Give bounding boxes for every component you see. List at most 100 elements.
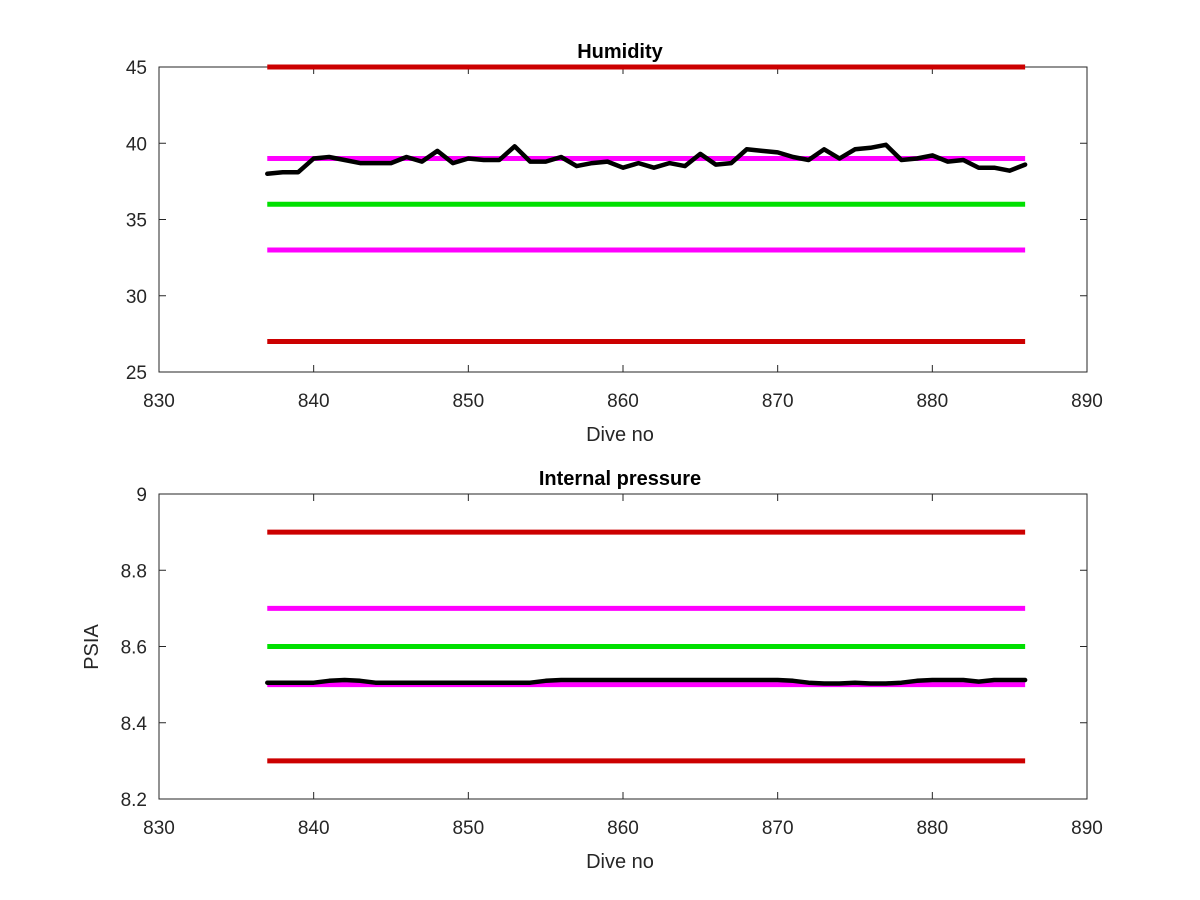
data-point: [420, 681, 424, 685]
data-point: [683, 678, 687, 682]
series-line: [265, 677, 1028, 686]
data-point: [1008, 169, 1012, 173]
data-point: [992, 678, 996, 682]
data-point: [977, 166, 981, 170]
y-axis-label: PSIA: [81, 624, 103, 670]
x-tick-label: 890: [1071, 818, 1103, 839]
data-point: [714, 163, 718, 167]
data-point: [760, 678, 764, 682]
data-point: [281, 681, 285, 685]
data-point: [1008, 678, 1012, 682]
data-point: [513, 144, 517, 148]
data-point: [652, 678, 656, 682]
y-tick-label: 8.4: [121, 714, 148, 735]
series-line: [265, 142, 1028, 177]
data-point: [358, 679, 362, 683]
y-tick-label: 25: [126, 363, 147, 384]
y-tick-label: 30: [126, 287, 147, 308]
data-point: [327, 155, 331, 159]
data-point: [451, 161, 455, 165]
plot-area: 830 840 850 860 870 880 890 8.2 8.4 8.6 8.8 9: [121, 485, 1103, 839]
data-point: [389, 161, 393, 165]
data-point: [776, 150, 780, 154]
data-point: [1023, 678, 1027, 682]
data-point: [559, 155, 563, 159]
data-point: [605, 159, 610, 164]
y-tick-label: 8.8: [121, 561, 147, 582]
data-point: [992, 166, 996, 170]
data-point: [760, 149, 764, 153]
y-tick-label: 35: [126, 211, 147, 232]
data-point: [621, 678, 625, 682]
data-point: [853, 681, 857, 685]
data-point: [729, 161, 733, 165]
data-point: [296, 681, 300, 685]
data-point: [404, 681, 409, 685]
data-point: [776, 678, 780, 682]
x-axis-label: Dive no: [586, 851, 654, 873]
data-point: [977, 679, 981, 684]
y-tick-label: 8.2: [121, 790, 147, 811]
data-point: [745, 678, 749, 682]
x-tick-label: 840: [298, 391, 330, 412]
x-tick-label: 880: [916, 391, 948, 412]
data-point: [745, 147, 749, 151]
data-point: [482, 681, 486, 685]
data-point: [698, 678, 702, 682]
data-point: [265, 681, 269, 685]
data-point: [621, 166, 625, 170]
data-point: [435, 149, 439, 153]
data-point: [667, 161, 672, 165]
data-point: [837, 681, 842, 686]
data-point: [466, 681, 470, 685]
x-tick-label: 830: [143, 391, 175, 412]
data-point: [590, 678, 594, 682]
data-point: [667, 678, 672, 682]
data-point: [590, 161, 594, 165]
data-point: [636, 678, 641, 682]
x-tick-label: 850: [452, 391, 484, 412]
data-point: [714, 678, 718, 682]
data-point: [528, 159, 532, 164]
x-tick-label: 880: [916, 818, 948, 839]
data-point: [915, 156, 919, 161]
data-point: [915, 679, 919, 683]
data-point: [791, 679, 795, 683]
data-point: [528, 681, 532, 685]
data-point: [930, 678, 934, 682]
data-point: [946, 159, 950, 164]
data-point: [807, 681, 811, 685]
data-point: [497, 158, 501, 162]
data-point: [497, 681, 501, 685]
data-point: [1023, 163, 1027, 167]
data-point: [868, 146, 873, 150]
chart-title: Humidity: [577, 41, 663, 63]
data-point: [312, 681, 316, 685]
x-tick-label: 850: [452, 818, 484, 839]
data-point: [281, 170, 285, 174]
data-point: [296, 170, 300, 174]
data-point: [946, 678, 950, 682]
data-point: [575, 164, 579, 168]
axes-box: [158, 66, 1088, 373]
x-tick-label: 860: [607, 391, 639, 412]
data-point: [652, 166, 656, 170]
data-point: [868, 681, 873, 686]
data-point: [466, 156, 470, 161]
data-point: [343, 678, 347, 682]
data-point: [636, 161, 641, 165]
data-point: [837, 156, 842, 161]
data-point: [575, 678, 579, 682]
data-point: [420, 159, 424, 164]
x-axis-label: Dive no: [586, 424, 654, 446]
data-point: [435, 681, 439, 685]
data-point: [822, 147, 826, 151]
x-tick-label: 890: [1071, 391, 1103, 412]
data-point: [853, 147, 857, 151]
data-point: [404, 155, 409, 159]
data-point: [822, 681, 826, 686]
data-point: [605, 678, 610, 682]
data-point: [807, 158, 811, 162]
data-point: [265, 172, 269, 176]
